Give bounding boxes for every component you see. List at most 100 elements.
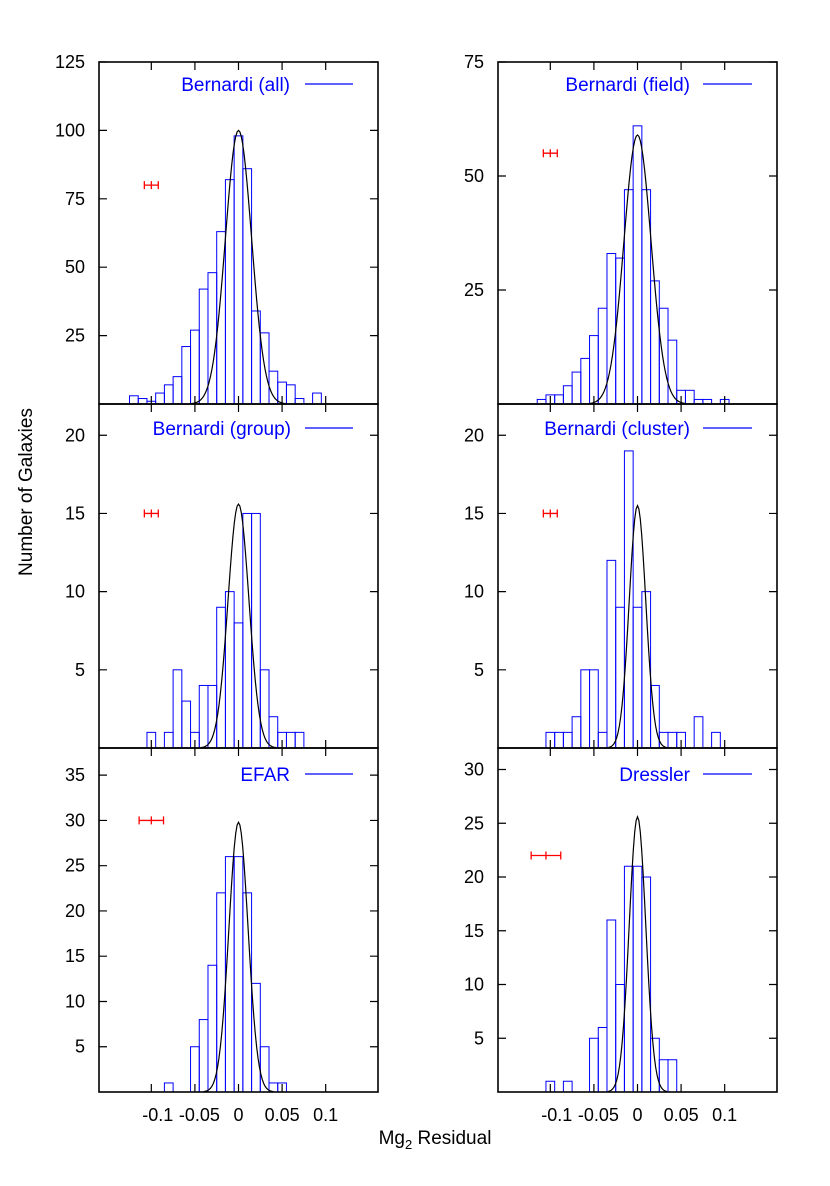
histogram-bar — [285, 731, 296, 749]
y-tick-label: 25 — [65, 856, 85, 876]
y-tick-label: 35 — [65, 765, 85, 785]
histogram-bar — [268, 716, 279, 749]
histogram-bar — [562, 1080, 573, 1093]
histogram-bar — [207, 964, 218, 1093]
y-tick-label: 25 — [464, 280, 484, 300]
panel-3: 5 10 15 20 Bernardi (cluster) — [464, 403, 778, 749]
histogram-bar — [137, 398, 148, 405]
x-tick-label: -0.1 — [541, 1105, 572, 1125]
panel-0: 25 50 75 100 125 Bernardi (all) — [55, 52, 379, 405]
histogram-bar — [207, 272, 218, 405]
histogram-bar — [163, 1082, 174, 1093]
y-tick-label: 30 — [65, 810, 85, 830]
y-tick-label: 50 — [464, 166, 484, 186]
x-tick-label: 0 — [632, 1105, 642, 1125]
histogram-bar — [597, 1027, 608, 1093]
y-tick-label: 30 — [464, 760, 484, 780]
panel-frame — [98, 747, 379, 1093]
y-tick-label: 10 — [464, 975, 484, 995]
y-tick-label: 25 — [65, 326, 85, 346]
histogram-bar — [242, 512, 253, 749]
histogram-bar — [693, 716, 704, 749]
y-tick-label: 5 — [474, 1028, 484, 1048]
x-axis-label: Mg2 Residual — [379, 1128, 492, 1152]
gaussian-fit-curve — [200, 502, 277, 749]
y-tick-label: 5 — [75, 660, 85, 680]
y-tick-label: 75 — [464, 52, 484, 72]
gaussian-fit-curve — [190, 129, 287, 405]
histogram-bar — [606, 559, 617, 749]
x-axis-label-main: Mg — [379, 1128, 405, 1149]
histogram-bar — [242, 168, 253, 405]
x-tick-label: -0.05 — [179, 1105, 220, 1125]
y-tick-label: 15 — [464, 503, 484, 523]
histogram-bar — [172, 376, 183, 405]
y-tick-label: 15 — [65, 503, 85, 523]
histogram-bar — [216, 606, 226, 749]
histogram-bar — [658, 307, 669, 405]
legend-label: Bernardi (all) — [181, 75, 290, 96]
x-tick-label: 0.1 — [313, 1105, 338, 1125]
histogram-bar — [562, 385, 573, 405]
histogram-bar — [571, 716, 582, 749]
error-bar — [138, 816, 165, 825]
histogram-bar — [554, 731, 564, 749]
histogram-bar — [615, 606, 625, 749]
x-tick-label: -0.1 — [142, 1105, 173, 1125]
histogram-bar — [615, 984, 625, 1093]
legend-label: Bernardi (field) — [565, 75, 690, 96]
histogram-bar — [554, 394, 564, 405]
histogram-bar — [562, 731, 573, 749]
histogram-bar — [172, 669, 183, 749]
histogram-bar — [233, 622, 244, 749]
histogram-bar — [632, 606, 643, 749]
y-tick-label: 25 — [464, 813, 484, 833]
histogram-bar — [163, 384, 174, 405]
histogram-bar — [615, 257, 625, 405]
histogram-bar — [589, 335, 599, 405]
error-bar — [542, 149, 558, 158]
panel-5: 5 10 15 20 25 30 -0.1 -0.05 0 0.05 0.1 Dressler — [464, 747, 778, 1125]
histogram-bar — [597, 307, 608, 405]
histogram-bar — [650, 280, 660, 405]
histogram-bar — [155, 392, 165, 405]
x-axis-label-sub: 2 — [405, 1137, 412, 1152]
histogram-bar — [589, 669, 599, 749]
panel-frame — [497, 403, 778, 749]
y-tick-label: 10 — [65, 582, 85, 602]
legend-label: Bernardi (cluster) — [544, 419, 690, 440]
legend-label: EFAR — [240, 765, 290, 786]
histogram-bar — [606, 919, 617, 1093]
x-tick-label: 0.1 — [712, 1105, 737, 1125]
histogram-bar — [667, 731, 678, 749]
x-tick-label: -0.05 — [578, 1105, 619, 1125]
y-tick-label: 100 — [55, 120, 85, 140]
histogram-bar — [129, 395, 139, 405]
histogram-bar — [233, 135, 244, 405]
gaussian-fit-curve — [608, 815, 667, 1093]
panel-2: 5 10 15 20 Bernardi (group) — [65, 403, 379, 749]
histogram-bar — [623, 865, 634, 1093]
y-tick-label: 10 — [464, 582, 484, 602]
error-bar — [143, 181, 159, 190]
gaussian-fit-curve — [588, 134, 687, 405]
histogram-bar — [198, 288, 209, 405]
histogram-bar — [181, 346, 192, 405]
error-bar — [542, 509, 558, 518]
histogram-bar — [632, 125, 643, 405]
histogram-bar — [667, 1059, 678, 1093]
y-tick-label: 75 — [65, 189, 85, 209]
panel-1: 25 50 75 Bernardi (field) — [464, 52, 778, 405]
histogram-bar — [571, 371, 582, 405]
y-tick-label: 5 — [474, 660, 484, 680]
histogram-bar — [312, 392, 322, 405]
histogram-bar — [632, 865, 643, 1093]
histogram-bar — [181, 700, 192, 749]
panel-frame — [497, 61, 778, 405]
y-tick-label: 125 — [55, 52, 85, 72]
histogram-bar — [198, 684, 209, 749]
y-tick-label: 15 — [464, 921, 484, 941]
histogram-bar — [597, 731, 608, 749]
